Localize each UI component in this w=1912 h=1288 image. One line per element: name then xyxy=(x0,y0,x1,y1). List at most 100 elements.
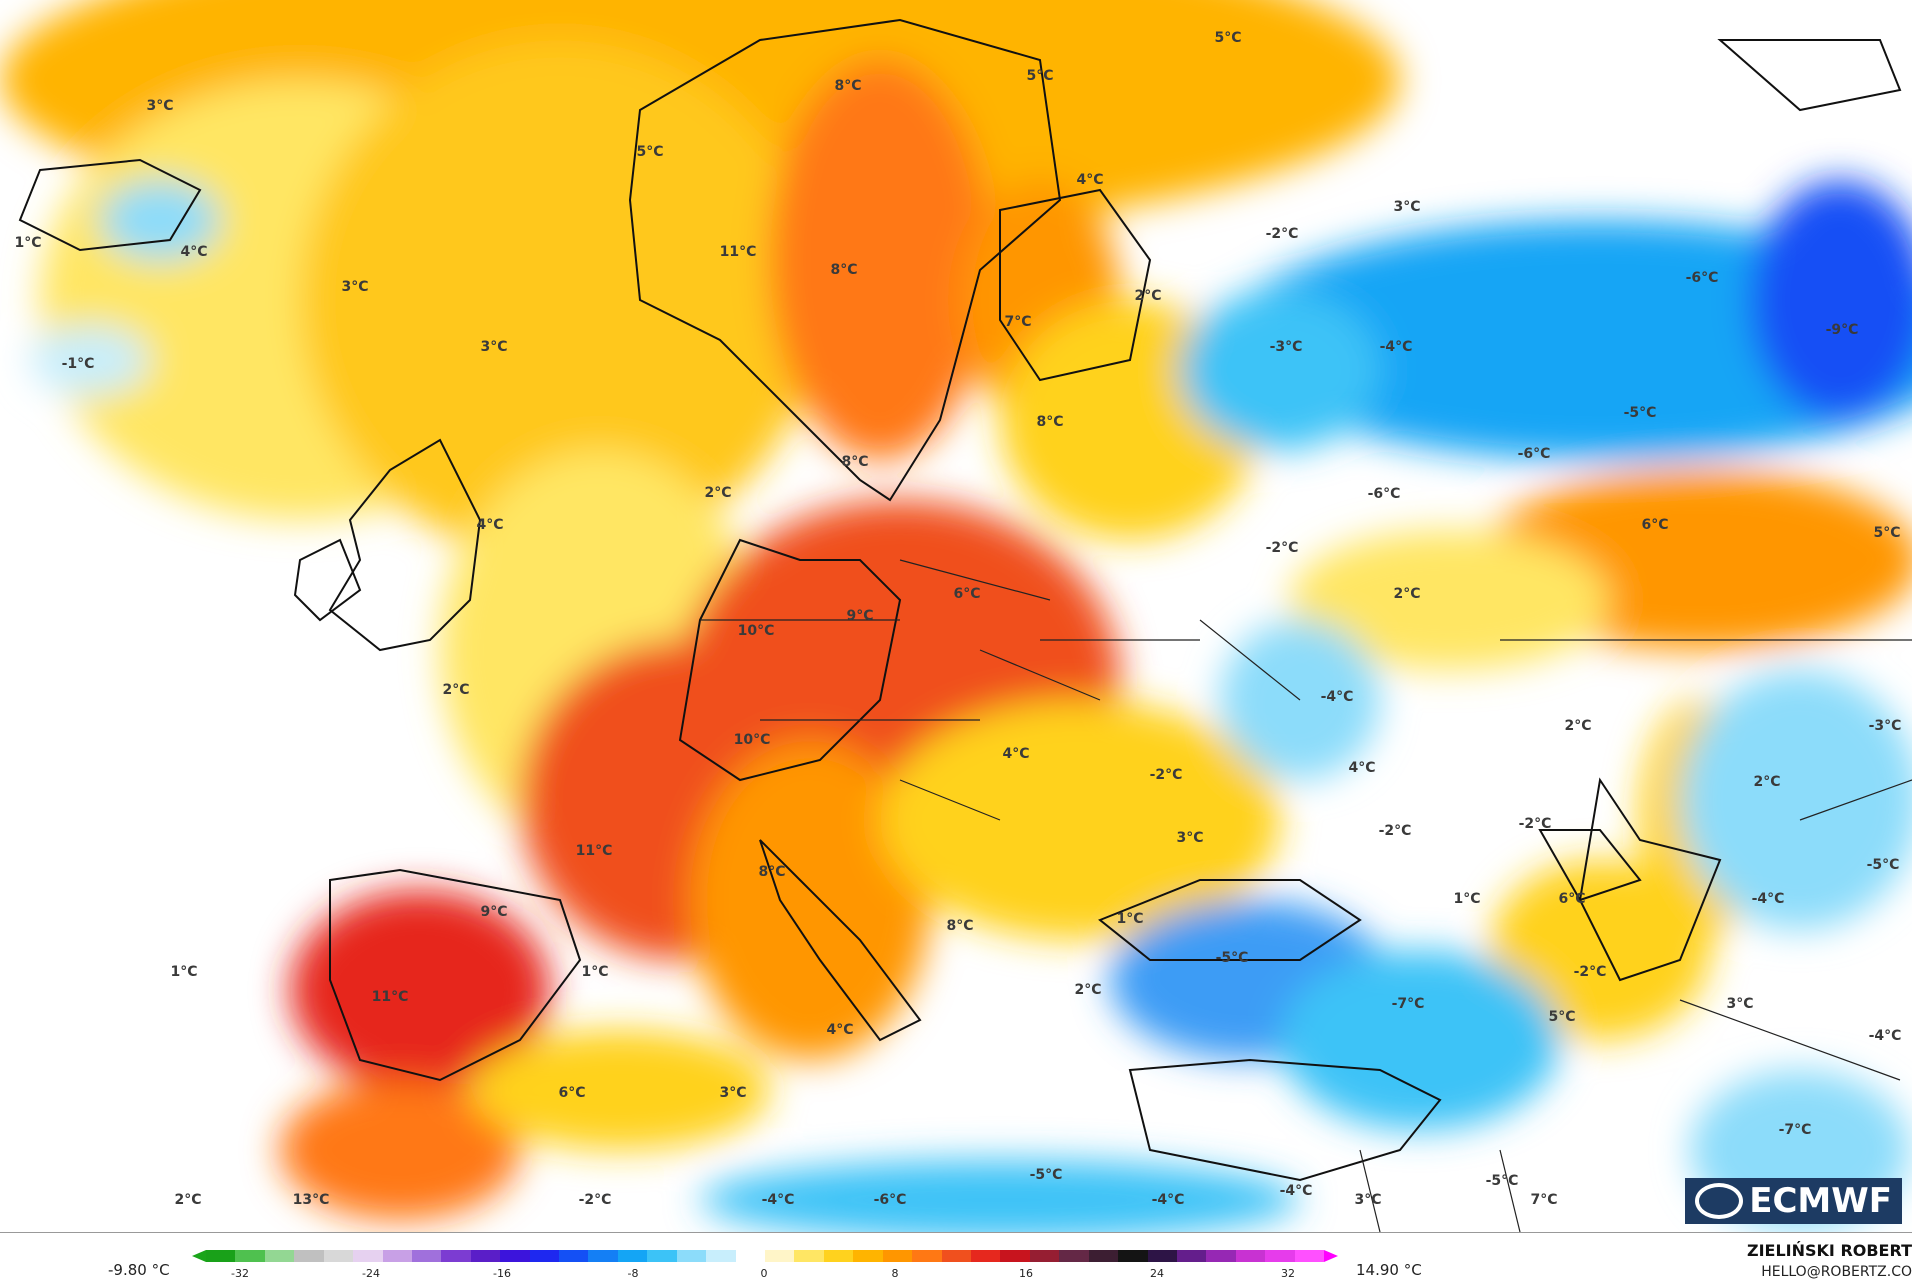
colorbar-tick-label: 32 xyxy=(1281,1267,1295,1280)
colorbar-cell xyxy=(1118,1250,1148,1262)
temperature-label: 6°C xyxy=(1558,891,1586,907)
colorbar-cell xyxy=(1294,1250,1325,1262)
temperature-label: -2°C xyxy=(1378,823,1412,839)
temperature-label: 2°C xyxy=(1753,774,1781,790)
colorbar-cell xyxy=(382,1250,412,1262)
temperature-label: -4°C xyxy=(1868,1028,1902,1044)
temperature-label: -5°C xyxy=(1623,405,1657,421)
temperature-label: -5°C xyxy=(1485,1173,1519,1189)
colorbar-cell xyxy=(765,1250,795,1262)
colorbar-cell xyxy=(411,1250,442,1262)
temperature-label: -3°C xyxy=(1868,718,1902,734)
colorbar-cell xyxy=(1147,1250,1177,1262)
temperature-label: 3°C xyxy=(719,1085,747,1101)
temperature-label: 3°C xyxy=(1176,830,1204,846)
map-canvas xyxy=(0,0,1912,1232)
temperature-label: 4°C xyxy=(1076,172,1104,188)
colorbar-tick-label: 24 xyxy=(1150,1267,1164,1280)
legend-max-value: 14.90 °C xyxy=(1356,1261,1422,1279)
colorbar-cells xyxy=(206,1250,1325,1262)
temperature-label: 8°C xyxy=(1036,414,1064,430)
colorbar-tick-label: -16 xyxy=(493,1267,511,1280)
colorbar-cell xyxy=(647,1250,677,1262)
colorbar-left-arrow xyxy=(192,1250,206,1262)
colorbar-cell xyxy=(500,1250,530,1262)
colorbar-cell xyxy=(823,1250,854,1262)
temperature-anomaly-map: 3°C 5°C 5°C 8°C 5°C 1°C 4°C 3°C 11°C 8°C 4°C 3°C -2°… xyxy=(0,0,1912,1232)
temperature-label: 9°C xyxy=(846,608,874,624)
temperature-label: 5°C xyxy=(1214,30,1242,46)
colorbar-cell xyxy=(264,1250,295,1262)
colorbar-cell xyxy=(1176,1250,1207,1262)
legend-colorbar xyxy=(192,1250,1338,1262)
colorbar-cell xyxy=(559,1250,589,1262)
temperature-label: 4°C xyxy=(1002,746,1030,762)
temperature-label: 4°C xyxy=(180,244,208,260)
colorbar-cell xyxy=(529,1250,560,1262)
temperature-label: 2°C xyxy=(442,682,470,698)
author-email: HELLO@ROBERTZ.CO xyxy=(1761,1264,1912,1280)
temperature-label: 1°C xyxy=(581,964,609,980)
colorbar-cell xyxy=(1029,1250,1060,1262)
temperature-label: 13°C xyxy=(292,1192,330,1208)
temperature-label: -7°C xyxy=(1391,996,1425,1012)
temperature-label: -4°C xyxy=(1751,891,1785,907)
colorbar-cell xyxy=(676,1250,707,1262)
temperature-label: 8°C xyxy=(758,864,786,880)
author-name: ZIELIŃSKI ROBERT xyxy=(1746,1241,1912,1260)
temperature-label: 5°C xyxy=(1873,525,1901,541)
temperature-label: -4°C xyxy=(1151,1192,1185,1208)
temperature-label: 2°C xyxy=(1134,288,1162,304)
temperature-label: 3°C xyxy=(341,279,369,295)
temperature-label: -7°C xyxy=(1778,1122,1812,1138)
temperature-label: 6°C xyxy=(558,1085,586,1101)
colorbar-cell xyxy=(1000,1250,1030,1262)
colorbar-cell xyxy=(1206,1250,1236,1262)
colorbar-cell xyxy=(941,1250,971,1262)
temperature-label: -4°C xyxy=(1279,1183,1313,1199)
colorbar-tick-label: 8 xyxy=(891,1267,899,1280)
colorbar-cell xyxy=(1088,1250,1119,1262)
temperature-label: 8°C xyxy=(834,78,862,94)
colorbar-cell xyxy=(794,1250,824,1262)
colorbar-cell xyxy=(1265,1250,1295,1262)
temperature-label: 7°C xyxy=(1004,314,1032,330)
temperature-label: 6°C xyxy=(1641,517,1669,533)
colorbar-cell xyxy=(706,1250,736,1262)
colorbar-cell xyxy=(970,1250,1001,1262)
colorbar-tick-label: -32 xyxy=(231,1267,249,1280)
temperature-label: 5°C xyxy=(636,144,664,160)
temperature-label: 2°C xyxy=(1564,718,1592,734)
colorbar-cell xyxy=(617,1250,648,1262)
colorbar-cell xyxy=(1059,1250,1089,1262)
temperature-label: -6°C xyxy=(1685,270,1719,286)
temperature-label: -9°C xyxy=(1825,322,1859,338)
temperature-label: -5°C xyxy=(1029,1167,1063,1183)
temperature-label: 5°C xyxy=(1548,1009,1576,1025)
temperature-label: 8°C xyxy=(830,262,858,278)
temperature-label: 4°C xyxy=(826,1022,854,1038)
temperature-label: 3°C xyxy=(1354,1192,1382,1208)
temperature-label: 2°C xyxy=(704,485,732,501)
temperature-label: 8°C xyxy=(841,454,869,470)
temperature-label: 1°C xyxy=(14,235,42,251)
colorbar-cell xyxy=(323,1250,354,1262)
temperature-label: -6°C xyxy=(873,1192,907,1208)
temperature-label: 1°C xyxy=(1453,891,1481,907)
temperature-label: 4°C xyxy=(476,517,504,533)
temperature-label: 3°C xyxy=(146,98,174,114)
temperature-label: -5°C xyxy=(1215,950,1249,966)
colorbar-cell xyxy=(441,1250,471,1262)
temperature-label: -1°C xyxy=(61,356,95,372)
temperature-label: 11°C xyxy=(719,244,757,260)
temperature-label: 4°C xyxy=(1348,760,1376,776)
temperature-label: -4°C xyxy=(761,1192,795,1208)
colorbar-cell xyxy=(353,1250,383,1262)
temperature-label: -6°C xyxy=(1367,486,1401,502)
logo-text: ECMWF xyxy=(1749,1181,1892,1221)
temperature-label: 11°C xyxy=(575,843,613,859)
colorbar-cell xyxy=(735,1250,766,1262)
temperature-label: 10°C xyxy=(737,623,775,639)
colorbar-cell xyxy=(235,1250,265,1262)
temperature-label: 3°C xyxy=(480,339,508,355)
